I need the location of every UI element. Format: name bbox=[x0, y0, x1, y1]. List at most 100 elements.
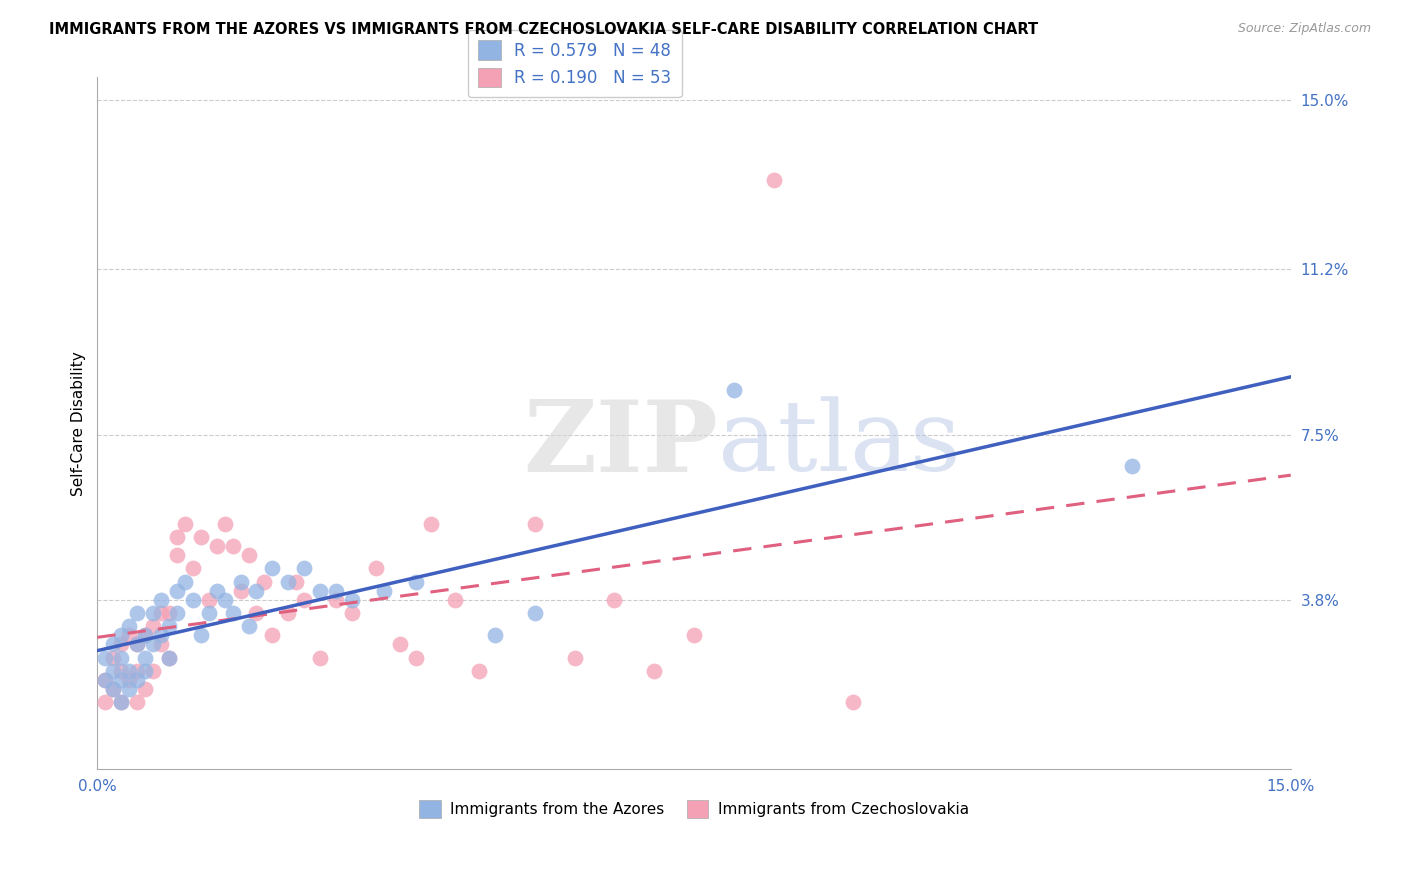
Point bbox=[262, 628, 284, 642]
Point bbox=[166, 583, 188, 598]
Point bbox=[157, 650, 180, 665]
Point bbox=[340, 592, 363, 607]
Point bbox=[364, 561, 387, 575]
Point bbox=[285, 574, 308, 589]
Point bbox=[110, 664, 132, 678]
Point bbox=[468, 664, 491, 678]
Point bbox=[603, 592, 626, 607]
Point bbox=[94, 673, 117, 687]
Point bbox=[142, 637, 165, 651]
Point bbox=[134, 650, 156, 665]
Point bbox=[142, 664, 165, 678]
Point bbox=[214, 592, 236, 607]
Point bbox=[229, 583, 252, 598]
Point bbox=[157, 650, 180, 665]
Point bbox=[221, 539, 243, 553]
Point bbox=[118, 673, 141, 687]
Point bbox=[420, 516, 443, 531]
Point bbox=[94, 650, 117, 665]
Point bbox=[373, 583, 395, 598]
Point bbox=[205, 583, 228, 598]
Point bbox=[103, 637, 125, 651]
Point bbox=[292, 561, 315, 575]
Point bbox=[94, 695, 117, 709]
Point bbox=[309, 583, 332, 598]
Point bbox=[134, 628, 156, 642]
Y-axis label: Self-Care Disability: Self-Care Disability bbox=[72, 351, 86, 496]
Point bbox=[173, 516, 195, 531]
Point bbox=[150, 592, 173, 607]
Point bbox=[127, 664, 149, 678]
Point bbox=[523, 516, 546, 531]
Point bbox=[253, 574, 276, 589]
Point bbox=[142, 619, 165, 633]
Point bbox=[643, 664, 665, 678]
Point bbox=[197, 606, 219, 620]
Point bbox=[127, 637, 149, 651]
Point bbox=[190, 628, 212, 642]
Point bbox=[723, 383, 745, 397]
Point bbox=[190, 530, 212, 544]
Point bbox=[118, 628, 141, 642]
Point bbox=[150, 628, 173, 642]
Text: atlas: atlas bbox=[718, 396, 960, 492]
Point bbox=[1121, 458, 1143, 473]
Point bbox=[110, 673, 132, 687]
Point bbox=[103, 664, 125, 678]
Point bbox=[110, 695, 132, 709]
Point bbox=[262, 561, 284, 575]
Point bbox=[405, 650, 427, 665]
Point bbox=[205, 539, 228, 553]
Point bbox=[405, 574, 427, 589]
Point bbox=[181, 561, 204, 575]
Legend: Immigrants from the Azores, Immigrants from Czechoslovakia: Immigrants from the Azores, Immigrants f… bbox=[413, 794, 974, 824]
Point bbox=[762, 173, 785, 187]
Point bbox=[118, 664, 141, 678]
Point bbox=[842, 695, 865, 709]
Point bbox=[444, 592, 467, 607]
Point bbox=[388, 637, 411, 651]
Point bbox=[166, 530, 188, 544]
Text: IMMIGRANTS FROM THE AZORES VS IMMIGRANTS FROM CZECHOSLOVAKIA SELF-CARE DISABILIT: IMMIGRANTS FROM THE AZORES VS IMMIGRANTS… bbox=[49, 22, 1039, 37]
Point bbox=[214, 516, 236, 531]
Text: Source: ZipAtlas.com: Source: ZipAtlas.com bbox=[1237, 22, 1371, 36]
Point bbox=[229, 574, 252, 589]
Point bbox=[94, 673, 117, 687]
Point bbox=[277, 574, 299, 589]
Point bbox=[340, 606, 363, 620]
Point bbox=[238, 619, 260, 633]
Point bbox=[110, 695, 132, 709]
Point bbox=[127, 637, 149, 651]
Point bbox=[118, 619, 141, 633]
Point bbox=[110, 650, 132, 665]
Point bbox=[238, 548, 260, 562]
Point bbox=[103, 681, 125, 696]
Point bbox=[157, 606, 180, 620]
Point bbox=[166, 606, 188, 620]
Point bbox=[103, 650, 125, 665]
Point bbox=[127, 695, 149, 709]
Point bbox=[564, 650, 586, 665]
Point bbox=[150, 606, 173, 620]
Point bbox=[484, 628, 506, 642]
Point bbox=[309, 650, 332, 665]
Point bbox=[166, 548, 188, 562]
Point bbox=[523, 606, 546, 620]
Point bbox=[134, 628, 156, 642]
Point bbox=[127, 673, 149, 687]
Point bbox=[245, 583, 267, 598]
Point bbox=[118, 681, 141, 696]
Point bbox=[325, 592, 347, 607]
Point bbox=[110, 637, 132, 651]
Point bbox=[245, 606, 267, 620]
Point bbox=[150, 637, 173, 651]
Point bbox=[277, 606, 299, 620]
Point bbox=[142, 606, 165, 620]
Point bbox=[325, 583, 347, 598]
Point bbox=[110, 628, 132, 642]
Point bbox=[197, 592, 219, 607]
Point bbox=[134, 681, 156, 696]
Point bbox=[103, 681, 125, 696]
Point bbox=[221, 606, 243, 620]
Point bbox=[127, 606, 149, 620]
